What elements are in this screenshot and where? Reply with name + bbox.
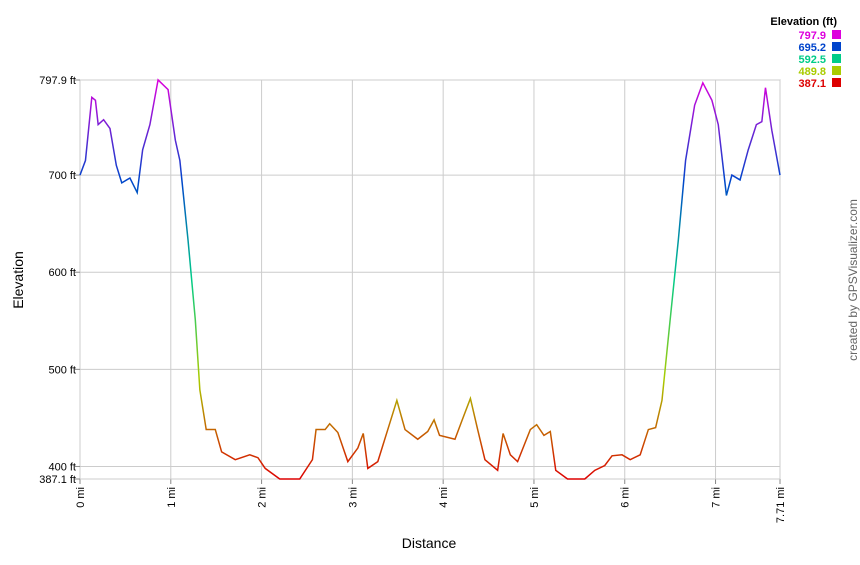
x-tick-label: 2 mi [257,487,269,508]
x-axis-title: Distance [402,535,457,551]
y-tick-label: 400 ft [48,461,76,473]
legend-label: 797.9 [798,30,826,42]
x-tick-label: 1 mi [166,487,178,508]
legend-swatch [832,42,841,51]
legend-label: 592.5 [798,54,826,66]
y-tick-label: 700 ft [48,170,76,182]
legend-swatch [832,66,841,75]
y-tick-label: 500 ft [48,364,76,376]
legend-swatch [832,78,841,87]
legend-title: Elevation (ft) [770,16,837,28]
x-tick-label: 6 mi [620,487,632,508]
x-tick-label: 5 mi [529,487,541,508]
legend-label: 695.2 [798,42,826,54]
x-tick-label: 0 mi [75,487,87,508]
watermark: created by GPSVisualizer.com [846,199,860,361]
x-tick-label: 7 mi [711,487,723,508]
legend-label: 489.8 [798,66,826,78]
elevation-line [79,78,781,480]
legend-swatch [832,54,841,63]
x-tick-label: 7.71 mi [775,487,787,523]
y-axis-title: Elevation [10,251,26,309]
y-tick-label: 797.9 ft [39,75,76,87]
legend-swatch [832,30,841,39]
y-tick-label: 600 ft [48,267,76,279]
x-tick-label: 3 mi [347,487,359,508]
y-tick-label: 387.1 ft [39,474,76,486]
legend-label: 387.1 [798,78,826,90]
x-tick-label: 4 mi [438,487,450,508]
